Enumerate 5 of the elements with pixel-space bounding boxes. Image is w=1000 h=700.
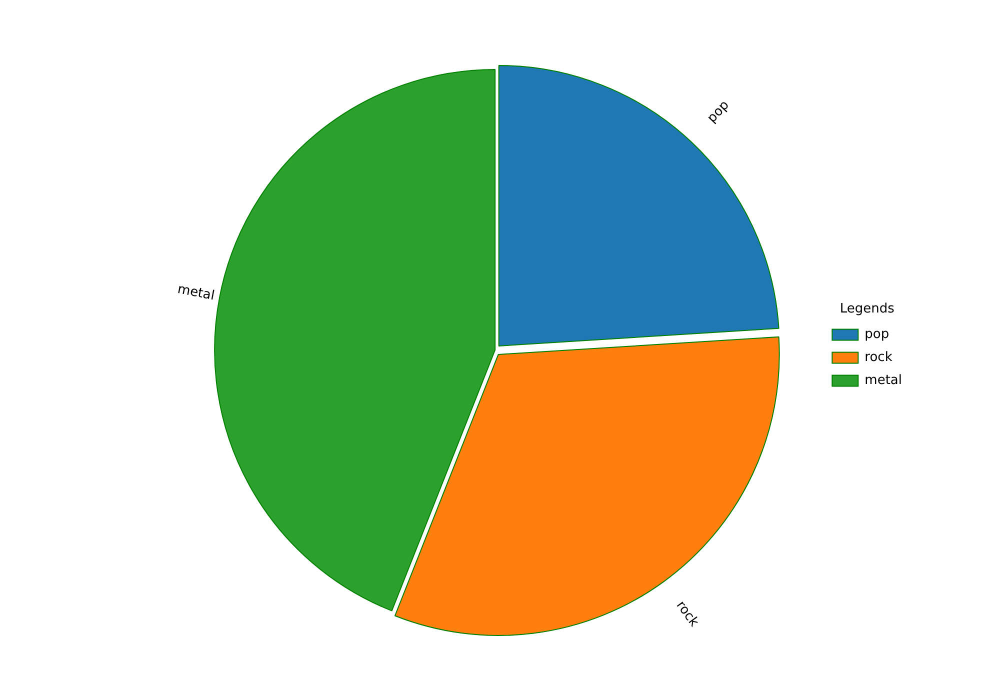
legend-title: Legends [840,302,895,317]
slice-label: metal [176,282,216,304]
legend-label: rock [864,350,893,366]
legend-label: pop [864,327,890,342]
legend-label: metal [864,373,902,388]
